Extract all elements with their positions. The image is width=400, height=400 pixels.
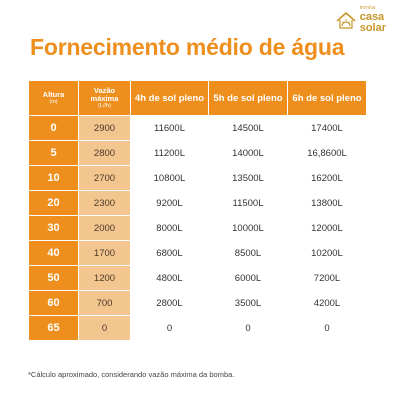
table-row: 60 700 2800L 3500L 4200L [28,290,367,316]
page-title: Fornecimento médio de água [30,34,345,60]
cell-vazao: 2900 [78,115,131,141]
table-row: 65 0 0 0 0 [28,315,367,341]
header-sun6: 6h de sol pleno [287,80,367,116]
header-vazao: Vazão máxima (L//h) [78,80,131,116]
header-altura-label: Altura [42,89,65,99]
logo-main-bottom: solar [359,22,386,34]
cell-altura: 65 [28,315,79,341]
header-vazao-label: Vazão máxima [90,85,119,103]
logo: minha casa solar [335,6,386,34]
cell-sun5: 14000L [208,140,288,166]
cell-vazao: 1700 [78,240,131,266]
cell-altura: 40 [28,240,79,266]
table-row: 40 1700 6800L 8500L 10200L [28,240,367,266]
cell-sun5: 13500L [208,165,288,191]
cell-sun6: 16,8600L [287,140,367,166]
logo-sub: minha [359,5,376,11]
footnote: *Cálculo aproximado, considerando vazão … [28,370,235,379]
cell-sun6: 4200L [287,290,367,316]
cell-sun6: 17400L [287,115,367,141]
cell-altura: 0 [28,115,79,141]
cell-vazao: 1200 [78,265,131,291]
table-row: 50 1200 4800L 6000L 7200L [28,265,367,291]
cell-sun4: 10800L [130,165,209,191]
header-altura-unit: (m) [49,99,58,106]
cell-vazao: 0 [78,315,131,341]
cell-sun4: 2800L [130,290,209,316]
cell-sun4: 4800L [130,265,209,291]
cell-sun6: 16200L [287,165,367,191]
cell-altura: 30 [28,215,79,241]
table-row: 0 2900 11600L 14500L 17400L [28,115,367,141]
table-row: 30 2000 8000L 10000L 12000L [28,215,367,241]
cell-sun6: 0 [287,315,367,341]
cell-sun5: 3500L [208,290,288,316]
header-sun5: 5h de sol pleno [208,80,288,116]
cell-sun6: 13800L [287,190,367,216]
table-row: 10 2700 10800L 13500L 16200L [28,165,367,191]
cell-sun4: 9200L [130,190,209,216]
cell-sun5: 10000L [208,215,288,241]
cell-vazao: 2300 [78,190,131,216]
table-row: 5 2800 11200L 14000L 16,8600L [28,140,367,166]
water-supply-table: Altura (m) Vazão máxima (L//h) 4h de sol… [28,80,367,341]
cell-vazao: 2000 [78,215,131,241]
cell-vazao: 2700 [78,165,131,191]
header-altura: Altura (m) [28,80,79,116]
cell-sun6: 12000L [287,215,367,241]
cell-sun4: 6800L [130,240,209,266]
cell-altura: 20 [28,190,79,216]
cell-sun6: 10200L [287,240,367,266]
cell-sun4: 11600L [130,115,209,141]
header-sun4: 4h de sol pleno [130,80,209,116]
cell-altura: 5 [28,140,79,166]
cell-sun5: 6000L [208,265,288,291]
house-sun-icon [336,12,356,29]
cell-sun4: 0 [130,315,209,341]
header-vazao-unit: (L//h) [98,103,111,110]
cell-sun6: 7200L [287,265,367,291]
table-header-row: Altura (m) Vazão máxima (L//h) 4h de sol… [28,80,367,116]
cell-sun4: 8000L [130,215,209,241]
cell-sun4: 11200L [130,140,209,166]
cell-vazao: 700 [78,290,131,316]
cell-vazao: 2800 [78,140,131,166]
logo-text: minha casa solar [360,6,386,34]
cell-altura: 60 [28,290,79,316]
cell-sun5: 11500L [208,190,288,216]
cell-altura: 50 [28,265,79,291]
cell-sun5: 0 [208,315,288,341]
table-row: 20 2300 9200L 11500L 13800L [28,190,367,216]
logo-main-top: casa [359,11,385,23]
cell-sun5: 8500L [208,240,288,266]
cell-altura: 10 [28,165,79,191]
cell-sun5: 14500L [208,115,288,141]
